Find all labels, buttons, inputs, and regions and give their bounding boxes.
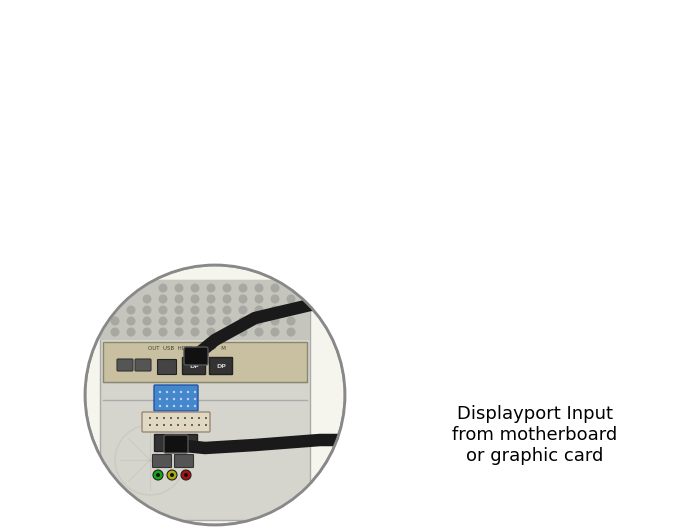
Polygon shape <box>342 135 670 191</box>
Circle shape <box>149 417 151 419</box>
Circle shape <box>291 265 301 275</box>
Circle shape <box>174 316 183 325</box>
Circle shape <box>184 473 188 477</box>
Circle shape <box>127 316 136 325</box>
Circle shape <box>159 398 161 400</box>
Text: DP: DP <box>216 364 226 368</box>
Circle shape <box>198 417 200 419</box>
Circle shape <box>223 328 232 337</box>
Polygon shape <box>133 208 147 221</box>
FancyBboxPatch shape <box>142 412 210 432</box>
Polygon shape <box>210 180 221 184</box>
Circle shape <box>159 405 161 407</box>
Circle shape <box>187 398 189 400</box>
Circle shape <box>239 284 248 293</box>
Circle shape <box>205 424 207 426</box>
Circle shape <box>174 295 183 304</box>
Circle shape <box>194 405 196 407</box>
Circle shape <box>291 115 301 125</box>
Circle shape <box>166 398 168 400</box>
Polygon shape <box>310 141 337 161</box>
Ellipse shape <box>169 193 183 199</box>
Circle shape <box>173 398 175 400</box>
Circle shape <box>223 305 232 314</box>
Circle shape <box>286 305 295 314</box>
Circle shape <box>158 316 167 325</box>
Circle shape <box>286 316 295 325</box>
Polygon shape <box>64 189 97 203</box>
Polygon shape <box>242 132 268 144</box>
FancyBboxPatch shape <box>153 455 172 467</box>
Polygon shape <box>102 164 149 186</box>
Circle shape <box>177 417 179 419</box>
Circle shape <box>166 405 168 407</box>
Polygon shape <box>150 119 186 133</box>
Circle shape <box>149 424 151 426</box>
Circle shape <box>166 391 168 393</box>
FancyBboxPatch shape <box>103 342 307 382</box>
Circle shape <box>255 295 263 304</box>
Circle shape <box>194 391 196 393</box>
Circle shape <box>173 405 175 407</box>
Polygon shape <box>184 135 251 161</box>
Circle shape <box>286 295 295 304</box>
Circle shape <box>180 405 182 407</box>
Polygon shape <box>18 110 340 240</box>
Circle shape <box>174 284 183 293</box>
Ellipse shape <box>151 199 165 205</box>
Circle shape <box>181 470 191 480</box>
Text: DP: DP <box>318 148 330 154</box>
Text: DP: DP <box>189 364 199 368</box>
Polygon shape <box>195 186 206 190</box>
Polygon shape <box>30 115 332 235</box>
Text: Displayport Input
from motherboard
or graphic card: Displayport Input from motherboard or gr… <box>452 405 617 465</box>
Circle shape <box>190 305 199 314</box>
Polygon shape <box>332 278 350 295</box>
Circle shape <box>270 284 279 293</box>
Circle shape <box>158 284 167 293</box>
Circle shape <box>158 328 167 337</box>
Text: Video in: Video in <box>456 149 518 165</box>
Circle shape <box>239 305 248 314</box>
Circle shape <box>170 417 172 419</box>
Circle shape <box>158 295 167 304</box>
Circle shape <box>170 473 174 477</box>
Polygon shape <box>90 180 110 190</box>
Circle shape <box>206 316 216 325</box>
Circle shape <box>190 295 199 304</box>
Circle shape <box>156 424 158 426</box>
Polygon shape <box>100 280 310 520</box>
Circle shape <box>255 284 263 293</box>
FancyBboxPatch shape <box>209 358 232 375</box>
Polygon shape <box>45 205 56 209</box>
Circle shape <box>223 295 232 304</box>
Ellipse shape <box>169 207 183 211</box>
FancyBboxPatch shape <box>135 359 151 371</box>
Circle shape <box>173 391 175 393</box>
Circle shape <box>174 305 183 314</box>
Circle shape <box>223 316 232 325</box>
FancyBboxPatch shape <box>164 435 188 453</box>
Polygon shape <box>49 200 71 210</box>
Circle shape <box>239 295 248 304</box>
Text: OUT  USB  HDMI  DP   DP   M: OUT USB HDMI DP DP M <box>148 346 226 350</box>
Polygon shape <box>338 156 655 233</box>
Circle shape <box>159 391 161 393</box>
Circle shape <box>143 316 151 325</box>
Text: Data out: Data out <box>412 220 475 245</box>
Polygon shape <box>70 213 81 217</box>
Circle shape <box>184 424 186 426</box>
Circle shape <box>255 328 263 337</box>
Circle shape <box>190 316 199 325</box>
Circle shape <box>206 305 216 314</box>
FancyBboxPatch shape <box>183 358 206 375</box>
FancyBboxPatch shape <box>174 455 193 467</box>
Circle shape <box>184 417 186 419</box>
Circle shape <box>180 398 182 400</box>
Text: Data/Video+Audio out: Data/Video+Audio out <box>409 174 547 201</box>
FancyBboxPatch shape <box>184 347 208 365</box>
FancyBboxPatch shape <box>154 385 198 411</box>
Polygon shape <box>308 172 326 188</box>
FancyBboxPatch shape <box>117 359 133 371</box>
